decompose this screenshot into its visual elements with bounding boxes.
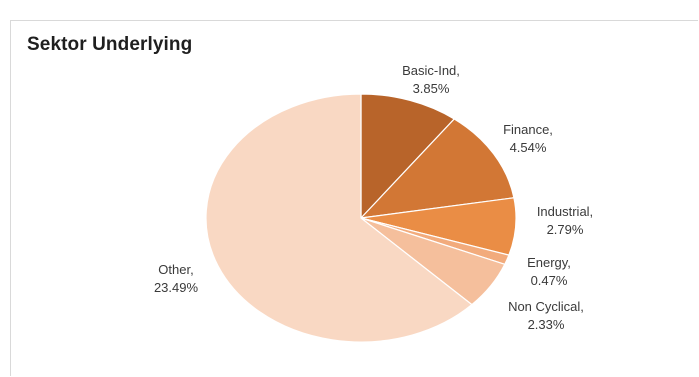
slice-label-name: Energy, <box>527 255 571 270</box>
slice-label-other: Other, 23.49% <box>154 262 199 295</box>
slice-label-non-cyclical: Non Cyclical, 2.33% <box>508 299 584 332</box>
slice-label-value: 2.79% <box>547 222 584 237</box>
slice-label-basic-ind: Basic-Ind, 3.85% <box>402 63 460 96</box>
slice-label-value: 0.47% <box>531 273 568 288</box>
pie-slice-other <box>205 93 473 343</box>
slice-label-finance: Finance, 4.54% <box>503 122 553 155</box>
pie-slices <box>205 93 517 343</box>
slice-label-value: 4.54% <box>510 140 547 155</box>
slice-label-value: 23.49% <box>154 280 199 295</box>
slice-label-value: 2.33% <box>528 317 565 332</box>
pie-labels: Basic-Ind, 3.85% Finance, 4.54% Industrial, 2… <box>154 63 593 332</box>
pie-slice-basic-ind <box>360 93 456 220</box>
slice-label-name: Other, <box>158 262 193 277</box>
slice-label-name: Industrial, <box>537 204 593 219</box>
slice-label-name: Finance, <box>503 122 553 137</box>
slice-label-name: Non Cyclical, <box>508 299 584 314</box>
chart-title: Sektor Underlying <box>27 34 193 55</box>
slice-label-energy: Energy, 0.47% <box>527 255 571 288</box>
slice-label-value: 3.85% <box>413 81 450 96</box>
pie-slice-finance <box>359 118 515 219</box>
slice-label-name: Basic-Ind, <box>402 63 460 78</box>
slice-label-industrial: Industrial, 2.79% <box>537 204 593 237</box>
